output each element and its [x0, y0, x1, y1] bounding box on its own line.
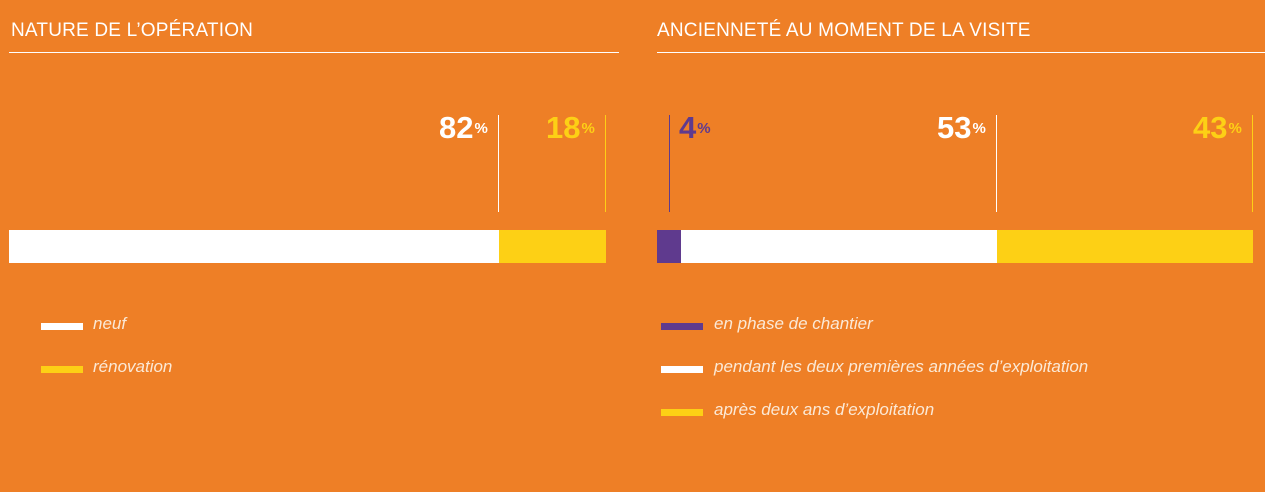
legend-swatch: [41, 323, 83, 330]
value-number: 43: [1193, 110, 1228, 145]
bar-segment-1: [499, 230, 606, 263]
chart-anciennete-visite: ANCIENNETÉ AU MOMENT DE LA VISITE 4% 53% 4…: [657, 0, 1265, 492]
legend-label: neuf: [93, 314, 127, 333]
value-unit: %: [581, 120, 595, 137]
legend-swatch: [661, 409, 703, 416]
value-label-0: 4%: [679, 110, 711, 146]
value-tick-0: [669, 115, 670, 212]
legend-label: pendant les deux premières années d’expl…: [714, 357, 1089, 376]
value-tick-1: [996, 115, 997, 212]
legend-label: rénovation: [93, 357, 173, 376]
chart-nature-operation: NATURE DE L’OPÉRATION 82% 18% neuf rénovat…: [9, 0, 619, 492]
value-unit: %: [972, 120, 986, 137]
legend-label: après deux ans d’exploitation: [714, 400, 935, 419]
value-unit: %: [1228, 120, 1242, 137]
value-number: 82: [439, 110, 474, 145]
legend-label: en phase de chantier: [714, 314, 873, 333]
value-tick-2: [1252, 115, 1253, 212]
title-rule: [657, 52, 1265, 53]
bar-segment-2: [997, 230, 1253, 263]
value-number: 18: [546, 110, 581, 145]
value-number: 4: [679, 110, 697, 145]
stacked-bar: [657, 230, 1253, 263]
value-label-0: 82%: [439, 110, 488, 146]
value-label-1: 53%: [937, 110, 986, 146]
value-unit: %: [474, 120, 488, 137]
bar-segment-0: [9, 230, 499, 263]
value-label-2: 43%: [1193, 110, 1242, 146]
value-number: 53: [937, 110, 972, 145]
legend-swatch: [661, 366, 703, 373]
stacked-bar: [9, 230, 606, 263]
chart-title: ANCIENNETÉ AU MOMENT DE LA VISITE: [657, 20, 1031, 41]
value-unit: %: [697, 120, 711, 137]
legend-swatch: [41, 366, 83, 373]
value-tick-0: [498, 115, 499, 212]
value-tick-1: [605, 115, 606, 212]
value-label-1: 18%: [546, 110, 595, 146]
title-rule: [9, 52, 619, 53]
legend-swatch: [661, 323, 703, 330]
bar-segment-0: [657, 230, 681, 263]
bar-segment-1: [681, 230, 997, 263]
chart-title: NATURE DE L’OPÉRATION: [11, 20, 254, 41]
